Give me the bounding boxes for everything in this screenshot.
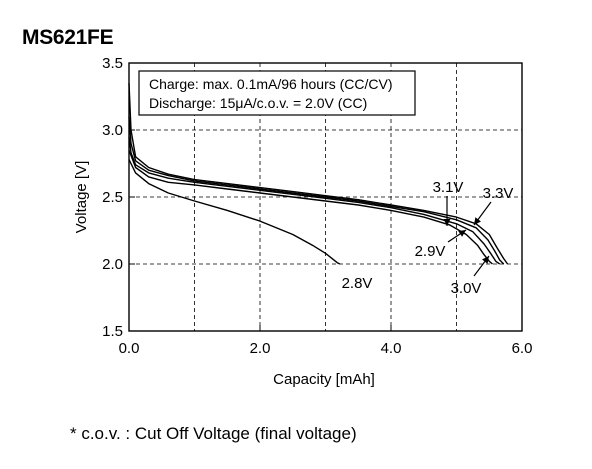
label-arrow-head [443,219,451,226]
series-line-2-8V [128,159,341,265]
label-arrows [443,196,492,277]
y-tick-label: 2.0 [102,256,123,273]
x-tick-label: 0.0 [119,340,140,357]
label-arrow-head [474,217,481,225]
series-label: 3.3V [483,185,514,202]
footnote: * c.o.v. : Cut Off Voltage (final voltag… [70,424,357,443]
series-lines [128,83,509,265]
series-label: 3.0V [451,280,482,297]
condition-line-1: Charge: max. 0.1mA/96 hours (CC/CV) [149,76,393,92]
condition-line-2: Discharge: 15μA/c.o.v. = 2.0V (CC) [149,95,367,111]
series-line-3-0V [128,136,501,265]
y-tick-label: 1.5 [102,323,123,340]
x-tick-label: 6.0 [512,340,533,357]
series-labels: 3.1V 3.3V 2.9V 3.0V 2.8V [342,179,514,297]
series-line-3-1V [128,116,505,265]
x-axis-label: Capacity [mAh] [273,371,375,388]
condition-box: Charge: max. 0.1mA/96 hours (CC/CV) Disc… [138,70,416,116]
axis-ticks: 1.5 2.0 2.5 3.0 3.5 0.0 2.0 4.0 6.0 [102,55,532,357]
y-tick-label: 3.5 [102,55,123,72]
chart-title: MS621FE [22,26,114,49]
series-line-2-9V [128,149,493,265]
discharge-chart: 1.5 2.0 2.5 3.0 3.5 0.0 2.0 4.0 6.0 3.1V 3.3V 2.9V… [73,55,532,388]
label-arrow-head [458,230,466,237]
y-tick-label: 3.0 [102,122,123,139]
x-tick-label: 4.0 [381,340,402,357]
series-label: 3.1V [433,179,464,196]
y-tick-label: 2.5 [102,189,123,206]
x-tick-label: 2.0 [250,340,271,357]
y-axis-label: Voltage [V] [73,161,90,234]
series-label: 2.9V [415,243,446,260]
label-arrow-head [482,256,489,264]
series-label: 2.8V [342,275,373,292]
series-line-3-3V [128,83,509,265]
